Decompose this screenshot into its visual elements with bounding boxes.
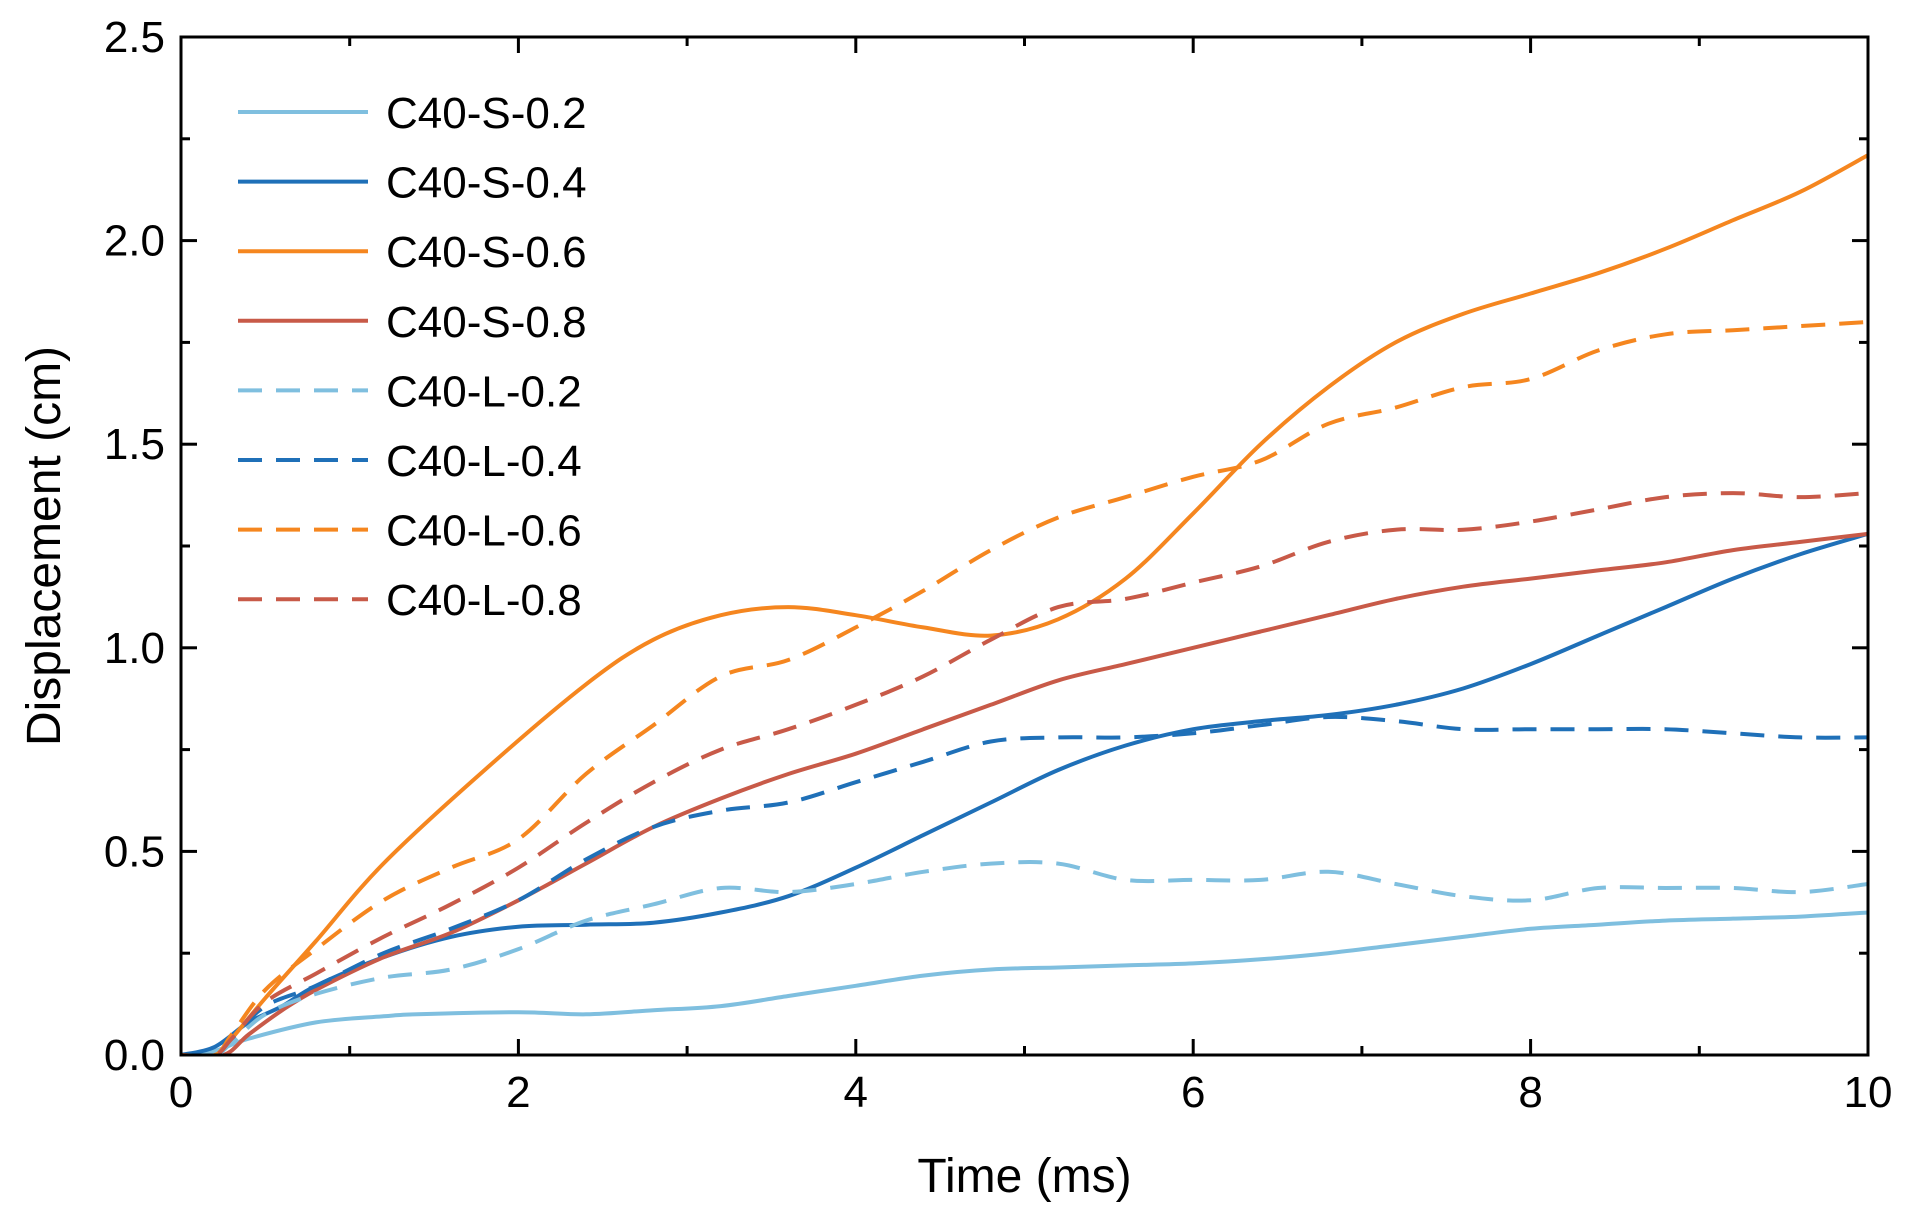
series-line-c40-l-0.8 [181, 491, 1868, 1055]
legend-item: C40-S-0.4 [238, 159, 587, 208]
y-axis: 0.0 0.5 1.0 1.5 2.0 2.5 [104, 13, 1868, 1080]
x-tick-label: 6 [1181, 1068, 1205, 1117]
series-line-c40-l-0.6 [181, 320, 1868, 1055]
legend-item: C40-S-0.6 [238, 228, 587, 277]
series-line-c40-s-0.6 [181, 153, 1868, 1055]
y-tick-label: 1.0 [104, 624, 165, 673]
x-tick-label: 2 [506, 1068, 530, 1117]
legend-label: C40-S-0.6 [386, 228, 587, 277]
y-tick-label: 2.5 [104, 13, 165, 62]
legend-item: C40-L-0.2 [238, 367, 582, 416]
legend-item: C40-L-0.6 [238, 507, 582, 556]
legend-item: C40-S-0.2 [238, 89, 587, 138]
legend-label: C40-L-0.2 [386, 367, 582, 416]
x-axis: 0 2 4 6 8 10 [169, 37, 1893, 1117]
x-tick-label: 4 [844, 1068, 868, 1117]
series-line-c40-s-0.2 [181, 910, 1868, 1055]
legend-label: C40-S-0.4 [386, 159, 587, 208]
series-line-c40-s-0.8 [181, 531, 1868, 1055]
x-tick-label: 10 [1844, 1068, 1893, 1117]
legend-item: C40-L-0.8 [238, 576, 582, 625]
plot-lines [181, 153, 1868, 1055]
y-tick-label: 2.0 [104, 217, 165, 266]
legend-item: C40-S-0.8 [238, 298, 587, 347]
series-line-c40-l-0.2 [181, 860, 1868, 1055]
legend-label: C40-L-0.6 [386, 507, 582, 556]
legend-label: C40-L-0.4 [386, 437, 582, 486]
x-axis-title: Time (ms) [917, 1150, 1131, 1203]
series-line-c40-l-0.4 [181, 714, 1868, 1055]
legend-item: C40-L-0.4 [238, 437, 582, 486]
legend-label: C40-S-0.8 [386, 298, 587, 347]
y-tick-label: 0.5 [104, 827, 165, 876]
legend: C40-S-0.2 C40-S-0.4 C40-S-0.6 C40-S-0.8 C40-… [238, 89, 587, 625]
x-tick-label: 8 [1518, 1068, 1542, 1117]
y-axis-title: Displacement (cm) [18, 346, 71, 746]
x-tick-label: 0 [169, 1068, 193, 1117]
y-tick-label: 0.0 [104, 1031, 165, 1080]
legend-label: C40-L-0.8 [386, 576, 582, 625]
y-tick-label: 1.5 [104, 420, 165, 469]
legend-label: C40-S-0.2 [386, 89, 587, 138]
